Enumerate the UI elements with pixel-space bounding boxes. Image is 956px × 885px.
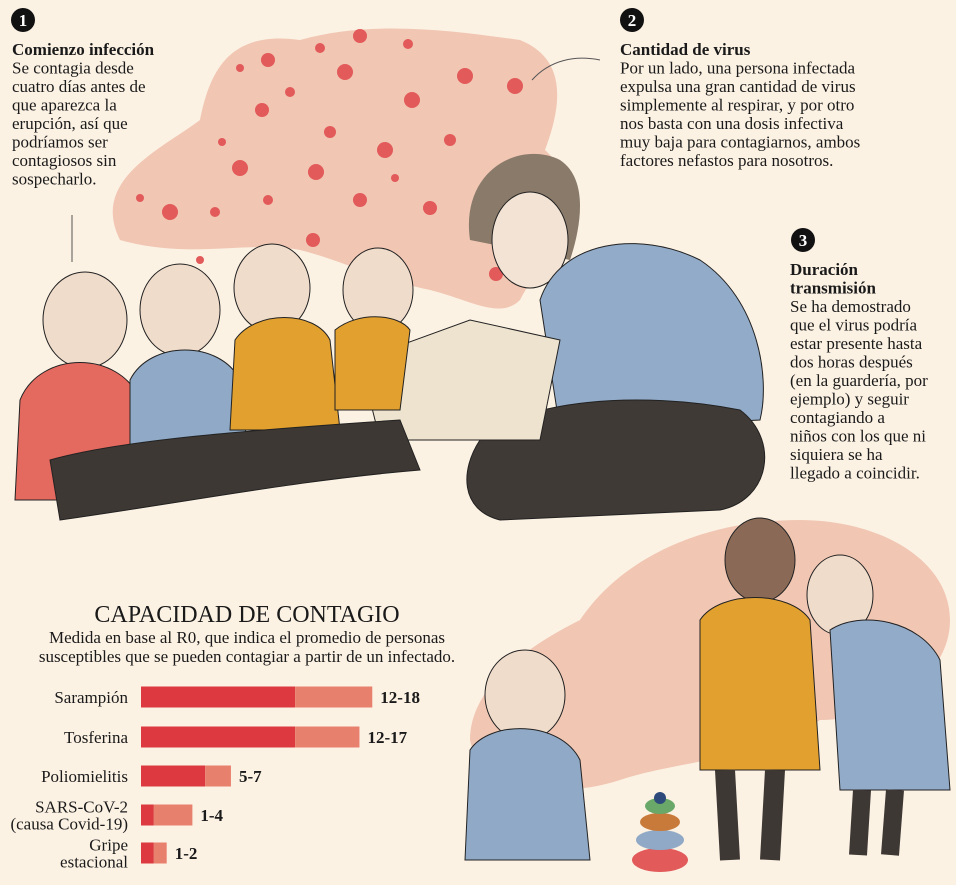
value-label: 12-17	[367, 728, 407, 747]
section-body: simplemente al respirar, y por otro	[620, 96, 854, 115]
section-number: 3	[799, 231, 808, 250]
bar-low	[141, 766, 205, 787]
section-number: 1	[19, 11, 28, 30]
bar-range	[154, 805, 193, 826]
section-body: que el virus podría	[790, 316, 917, 335]
value-label: 12-18	[380, 688, 420, 707]
section-body: nos basta con una dosis infectiva	[620, 114, 844, 133]
bar-low	[141, 687, 295, 708]
section-body: llegado a coincidir.	[790, 464, 920, 483]
category-label: Sarampión	[54, 688, 128, 707]
value-label: 1-2	[175, 844, 198, 863]
page: 1 Comienzo infecciónSe contagia desdecuat…	[0, 0, 956, 885]
section-body: muy baja para contagiarnos, ambos	[620, 133, 860, 152]
section-number: 2	[628, 11, 637, 30]
bar-low	[141, 805, 154, 826]
section-body: dos horas después	[790, 353, 913, 372]
bar-range	[154, 843, 167, 864]
section-body: Se contagia desde	[12, 59, 134, 78]
section-body: factores nefastos para nosotros.	[620, 151, 833, 170]
section-body: contagiando a	[790, 408, 885, 427]
section-body: (en la guardería, por	[790, 371, 928, 390]
section-body: sospecharlo.	[12, 170, 97, 189]
section-body: que aparezca la	[12, 96, 117, 115]
chart-subtitle: Medida en base al R0, que indica el prom…	[49, 628, 445, 647]
section-body: ejemplo) y seguir	[790, 390, 909, 409]
bar-range	[295, 727, 359, 748]
category-label: Tosferina	[64, 728, 128, 747]
bar-low	[141, 727, 295, 748]
chart-subtitle: susceptibles que se pueden contagiar a p…	[39, 647, 455, 666]
section-body: niños con los que ni	[790, 427, 926, 446]
section-body: cuatro días antes de	[12, 77, 146, 96]
section-body: erupción, así que	[12, 114, 128, 133]
infographic: 1 Comienzo infecciónSe contagia desdecuat…	[0, 0, 956, 885]
section-title: Duración	[790, 260, 859, 279]
section-title: Cantidad de virus	[620, 40, 751, 59]
section-body: podríamos ser	[12, 133, 108, 152]
category-label: estacional	[60, 853, 128, 872]
section-body: estar presente hasta	[790, 334, 923, 353]
section-body: siquiera se ha	[790, 445, 883, 464]
value-label: 1-4	[200, 806, 223, 825]
chart-title: CAPACIDAD DE CONTAGIO	[94, 602, 399, 628]
section-body: Por un lado, una persona infectada	[620, 59, 856, 78]
category-label: Poliomielitis	[41, 767, 128, 786]
bar-range	[295, 687, 372, 708]
category-label: (causa Covid-19)	[10, 815, 128, 834]
section-body: contagiosos sin	[12, 151, 117, 170]
value-label: 5-7	[239, 767, 262, 786]
section-title: Comienzo infección	[12, 40, 155, 59]
section-body: expulsa una gran cantidad de virus	[620, 77, 856, 96]
bar-low	[141, 843, 154, 864]
section-title: transmisión	[790, 279, 877, 298]
bar-range	[205, 766, 231, 787]
section-body: Se ha demostrado	[790, 297, 911, 316]
